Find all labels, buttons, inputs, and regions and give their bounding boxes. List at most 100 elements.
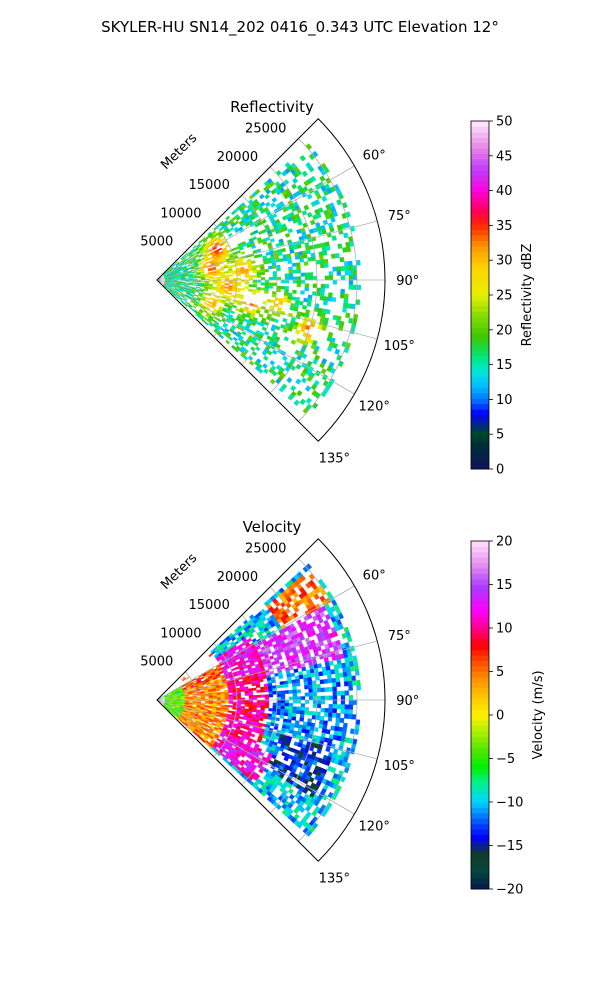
radar-gate <box>257 368 264 374</box>
radar-gate <box>275 325 281 331</box>
colorbar-segment <box>471 126 489 133</box>
radar-gate <box>316 695 322 701</box>
radar-gate <box>323 258 329 264</box>
radar-gate <box>203 289 209 292</box>
figure-suptitle: SKYLER-HU SN14_202 0416_0.343 UTC Elevat… <box>101 18 499 37</box>
radar-gate <box>296 699 302 704</box>
colorbar-tick-label: 20 <box>496 535 513 550</box>
radar-gate <box>284 709 289 714</box>
radar-gate <box>248 690 253 694</box>
radar-gate <box>219 334 225 340</box>
radar-gate <box>291 262 297 267</box>
radar-gate <box>251 682 257 687</box>
radar-gate <box>276 702 282 707</box>
colorbar-segment <box>471 633 489 640</box>
radar-gate <box>228 274 234 277</box>
colorbar-segment <box>471 861 489 868</box>
radar-gate <box>248 702 254 705</box>
radial-tick-label: 10000 <box>160 206 201 221</box>
radar-gate <box>330 216 336 223</box>
radar-gate <box>343 293 349 299</box>
radar-gate <box>319 715 325 721</box>
radar-gate <box>216 273 221 276</box>
colorbar-segment <box>471 693 489 700</box>
radar-gate <box>260 790 267 797</box>
radar-gate <box>266 298 272 303</box>
radar-gate <box>224 701 230 704</box>
radar-gate <box>196 276 202 279</box>
radar-gate <box>244 693 250 696</box>
radar-gate <box>320 695 326 701</box>
radar-gate <box>232 695 238 699</box>
radar-gate <box>264 290 269 294</box>
radar-gate <box>272 688 277 692</box>
angle-tick-label: 90° <box>396 694 419 709</box>
radar-gate <box>287 228 293 234</box>
radar-gate <box>323 720 328 726</box>
radar-gate <box>234 341 240 346</box>
radar-gate <box>205 297 210 301</box>
radar-gate <box>294 723 300 729</box>
radar-gate <box>183 296 188 301</box>
azimuth-gridline <box>156 699 355 815</box>
radar-gate <box>300 706 305 711</box>
radar-gate <box>212 276 218 279</box>
radar-gate <box>321 195 328 202</box>
colorbar-segment <box>471 338 489 345</box>
radar-gate <box>232 693 238 697</box>
radar-gate <box>303 297 309 303</box>
radar-gate <box>296 283 302 288</box>
radar-gate <box>232 336 238 342</box>
azimuth-gridline <box>156 699 378 760</box>
radar-gate <box>193 303 198 307</box>
radar-gate <box>227 292 233 295</box>
radar-gate <box>269 378 276 385</box>
radar-gate <box>299 258 305 263</box>
radar-gate <box>266 350 273 356</box>
radar-gate <box>236 693 242 697</box>
radar-gate <box>347 680 353 687</box>
radar-gate <box>280 705 285 710</box>
colorbar-segment <box>471 715 489 721</box>
colorbar-segment <box>471 387 489 394</box>
radar-gate <box>316 703 322 709</box>
radar-gate <box>276 276 282 281</box>
colorbar-segment <box>471 845 489 852</box>
radar-gate <box>312 699 318 705</box>
radar-gate <box>276 693 282 698</box>
radar-gate <box>345 312 351 319</box>
radar-gate <box>216 276 222 279</box>
colorbar-tick-label: 25 <box>496 289 513 304</box>
radar-gate <box>207 301 213 305</box>
radial-tick-label: 25000 <box>245 542 286 557</box>
radar-gate <box>324 695 330 701</box>
radar-gate <box>334 668 340 674</box>
colorbar-segment <box>471 191 489 198</box>
radar-gate <box>279 684 285 689</box>
radar-gate <box>284 706 289 710</box>
radar-gate <box>232 289 237 292</box>
radar-gate <box>271 370 278 377</box>
radar-gate <box>196 298 201 302</box>
colorbar-segment <box>471 807 489 814</box>
radar-gate <box>294 675 300 680</box>
radar-gate <box>248 360 255 366</box>
radar-gate <box>256 694 262 698</box>
radar-gate <box>176 278 182 280</box>
radar-gate <box>284 702 290 707</box>
radar-gate <box>348 275 354 281</box>
colorbar-tick-label: 35 <box>496 219 513 234</box>
radar-gate <box>281 247 286 253</box>
radar-gate <box>281 355 288 362</box>
radar-gate <box>181 676 186 681</box>
colorbar-segment <box>471 557 489 564</box>
radar-gate <box>337 243 343 249</box>
radar-gate <box>264 282 270 286</box>
radar-gate <box>292 709 297 714</box>
radar-gate <box>288 793 295 800</box>
radar-gate <box>256 269 261 273</box>
radar-gate <box>314 199 321 206</box>
radar-gate <box>271 265 277 269</box>
azimuth-gridline <box>156 640 378 701</box>
radar-gate <box>241 330 247 336</box>
